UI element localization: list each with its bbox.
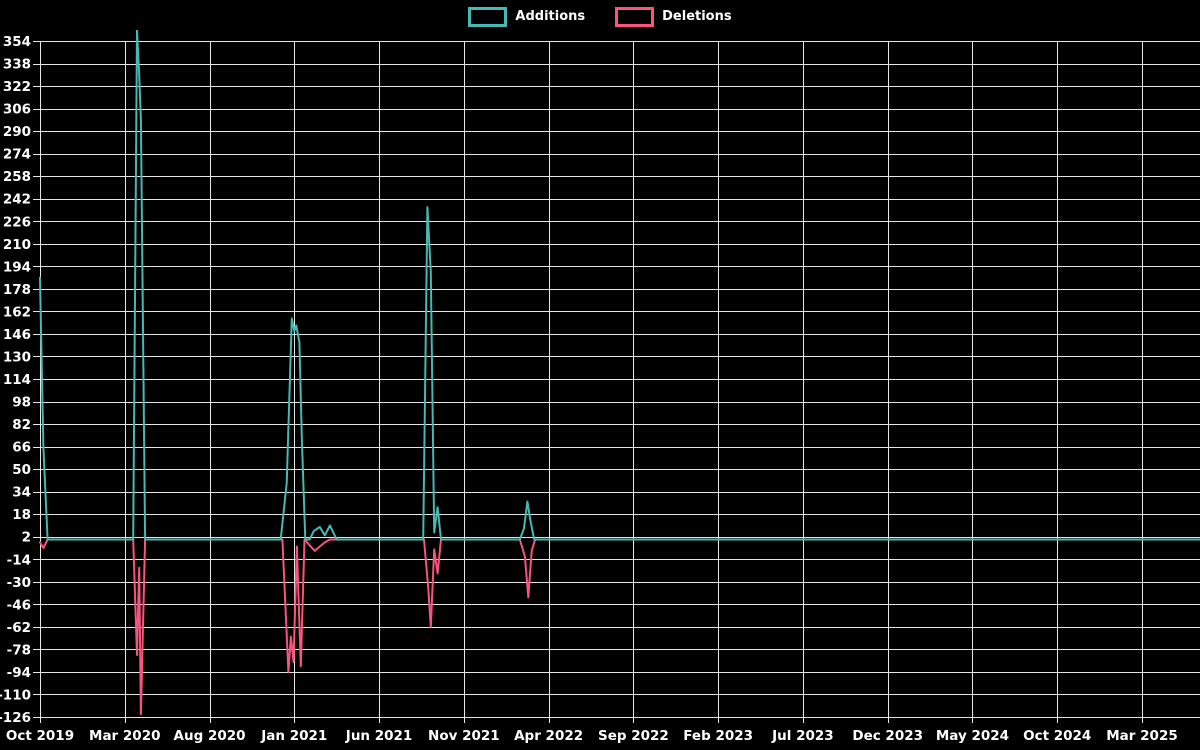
deletions-legend-label: Deletions <box>662 9 732 24</box>
y-tick-label: 98 <box>12 395 31 411</box>
y-tick-label: 274 <box>3 147 31 163</box>
y-tick-label: 242 <box>3 192 31 208</box>
y-tick-label: 82 <box>12 417 31 433</box>
x-tick-label: Aug 2020 <box>174 728 246 744</box>
y-tick-label: 50 <box>12 462 31 478</box>
additions-legend-label: Additions <box>515 9 586 24</box>
y-tick-label: 258 <box>3 169 31 185</box>
y-tick-label: 18 <box>12 507 31 523</box>
x-tick-label: Nov 2021 <box>428 728 500 744</box>
gridlines <box>33 41 1200 723</box>
y-tick-label: 66 <box>12 440 31 456</box>
y-tick-label: 34 <box>12 485 31 501</box>
legend-item-deletions[interactable]: Deletions <box>615 7 732 27</box>
y-tick-label: -94 <box>7 665 31 681</box>
x-tick-label: Apr 2022 <box>514 728 583 744</box>
y-tick-label: -110 <box>0 687 31 703</box>
y-tick-label: 338 <box>3 57 31 73</box>
additions-line <box>39 30 1200 541</box>
legend-item-additions[interactable]: Additions <box>468 7 585 27</box>
y-tick-label: 290 <box>3 124 31 140</box>
x-tick-label: Mar 2025 <box>1106 728 1177 744</box>
chart-legend: Additions Deletions <box>0 7 1200 27</box>
x-tick-label: Oct 2024 <box>1023 728 1091 744</box>
y-tick-label: 306 <box>3 102 31 118</box>
y-tick-label: 354 <box>3 34 31 50</box>
x-tick-label: Mar 2020 <box>89 728 160 744</box>
y-tick-label: 178 <box>3 282 31 298</box>
y-tick-label: -62 <box>7 620 31 636</box>
y-tick-label: 226 <box>3 214 31 230</box>
y-tick-label: 322 <box>3 79 31 95</box>
y-tick-label: 146 <box>3 327 31 343</box>
deletions-line <box>39 538 1200 716</box>
axis-labels: 354 338 322 306 290 274 258 242 226 210 194 178 162 1… <box>0 34 1178 744</box>
y-tick-label: 162 <box>3 304 31 320</box>
y-tick-label: -14 <box>7 552 31 568</box>
y-tick-label: 130 <box>3 349 31 365</box>
y-tick-label: 194 <box>3 259 31 275</box>
y-tick-label: -46 <box>7 597 31 613</box>
y-tick-label: -78 <box>7 642 31 658</box>
x-tick-label: Jul 2023 <box>771 728 834 744</box>
y-tick-label: 210 <box>3 237 31 253</box>
y-tick-label: 2 <box>22 530 31 546</box>
x-tick-label: Jun 2021 <box>345 728 413 744</box>
x-tick-label: Jan 2021 <box>260 728 327 744</box>
x-tick-label: Oct 2019 <box>6 728 74 744</box>
x-tick-label: Dec 2023 <box>852 728 923 744</box>
y-tick-label: -126 <box>0 710 31 726</box>
x-tick-label: Feb 2023 <box>683 728 753 744</box>
x-tick-label: May 2024 <box>936 728 1009 744</box>
deletions-legend-swatch <box>615 7 655 27</box>
additions-legend-swatch <box>468 7 508 27</box>
y-tick-label: -30 <box>7 575 31 591</box>
y-tick-label: 114 <box>3 372 31 388</box>
x-tick-label: Sep 2022 <box>598 728 669 744</box>
